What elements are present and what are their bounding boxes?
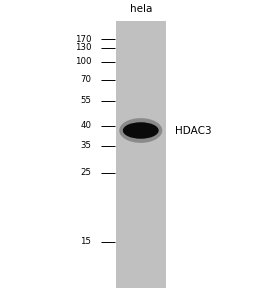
Text: 170: 170 [75, 34, 91, 43]
Text: 100: 100 [75, 57, 91, 66]
Text: 70: 70 [80, 75, 91, 84]
Text: 25: 25 [80, 168, 91, 177]
Text: hela: hela [129, 4, 152, 14]
Ellipse shape [119, 118, 162, 143]
Text: 55: 55 [80, 96, 91, 105]
Ellipse shape [123, 122, 159, 139]
FancyBboxPatch shape [116, 21, 166, 288]
Text: 35: 35 [80, 141, 91, 150]
Text: 40: 40 [80, 122, 91, 130]
Text: 15: 15 [80, 237, 91, 246]
Text: HDAC3: HDAC3 [175, 125, 212, 136]
Text: 130: 130 [75, 44, 91, 52]
